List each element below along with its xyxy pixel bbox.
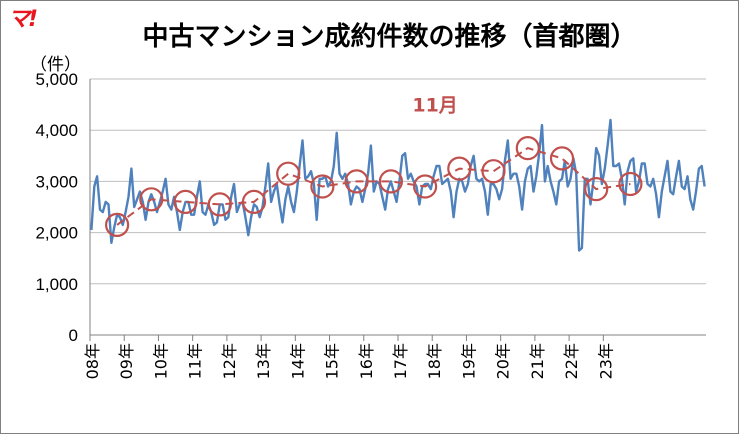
november-trend-line <box>116 147 631 226</box>
november-series <box>104 136 643 237</box>
x-tick-label: 20年 <box>494 343 513 379</box>
x-tick-label: 19年 <box>459 343 478 379</box>
x-tick-label: 23年 <box>596 343 615 379</box>
x-tick-label: 15年 <box>323 343 342 379</box>
november-point <box>276 161 301 186</box>
x-tick-label: 16年 <box>357 343 376 379</box>
x-tick-label: 11年 <box>186 343 205 379</box>
x-tick-label: 13年 <box>254 343 273 379</box>
november-point <box>139 187 164 212</box>
y-tick-label: 1,000 <box>35 275 78 294</box>
y-tick-labels: 0 1,000 2,000 3,000 4,000 5,000 <box>35 70 78 345</box>
chart-title: 中古マンション成約件数の推移（首都圏） <box>142 22 637 52</box>
x-tick-label: 10年 <box>151 343 170 379</box>
x-tick-labels: 08年 09年 10年 11年 12年 13年 14年 15年 16年 17年 18年 19年 20年 2… <box>83 343 615 379</box>
x-tick-label: 08年 <box>83 343 102 379</box>
y-tick-label: 5,000 <box>35 70 78 89</box>
november-point <box>378 169 403 194</box>
november-point <box>104 212 130 237</box>
monthly-series <box>90 118 706 252</box>
november-point <box>618 171 643 197</box>
november-point <box>344 169 369 194</box>
annotations: 11月 <box>412 95 457 117</box>
november-point <box>173 189 198 214</box>
x-tick-label: 18年 <box>425 343 444 379</box>
y-tick-label: 3,000 <box>35 172 78 191</box>
y-tick-label: 0 <box>69 326 78 345</box>
november-point <box>413 174 438 199</box>
monthly-line <box>90 118 706 252</box>
logo-mark: マ! <box>8 7 38 32</box>
x-tick-label: 09年 <box>117 343 136 379</box>
y-tick-label: 2,000 <box>35 224 78 243</box>
gridlines <box>89 78 706 341</box>
november-point <box>241 189 267 214</box>
annotation-label: 11月 <box>412 95 457 117</box>
y-axis-unit-label: （件） <box>30 55 81 75</box>
november-point <box>207 192 232 217</box>
november-point <box>549 146 575 171</box>
november-point <box>310 174 335 199</box>
november-point <box>481 159 506 184</box>
y-tick-label: 4,000 <box>35 121 78 140</box>
x-tick-label: 21年 <box>528 343 547 379</box>
november-point <box>584 177 609 202</box>
november-point <box>515 136 540 161</box>
x-tick-label: 22年 <box>562 343 581 379</box>
x-tick-label: 17年 <box>391 343 410 379</box>
x-tick-label: 12年 <box>220 343 239 379</box>
november-point <box>447 156 472 181</box>
x-tick-label: 14年 <box>288 343 307 379</box>
